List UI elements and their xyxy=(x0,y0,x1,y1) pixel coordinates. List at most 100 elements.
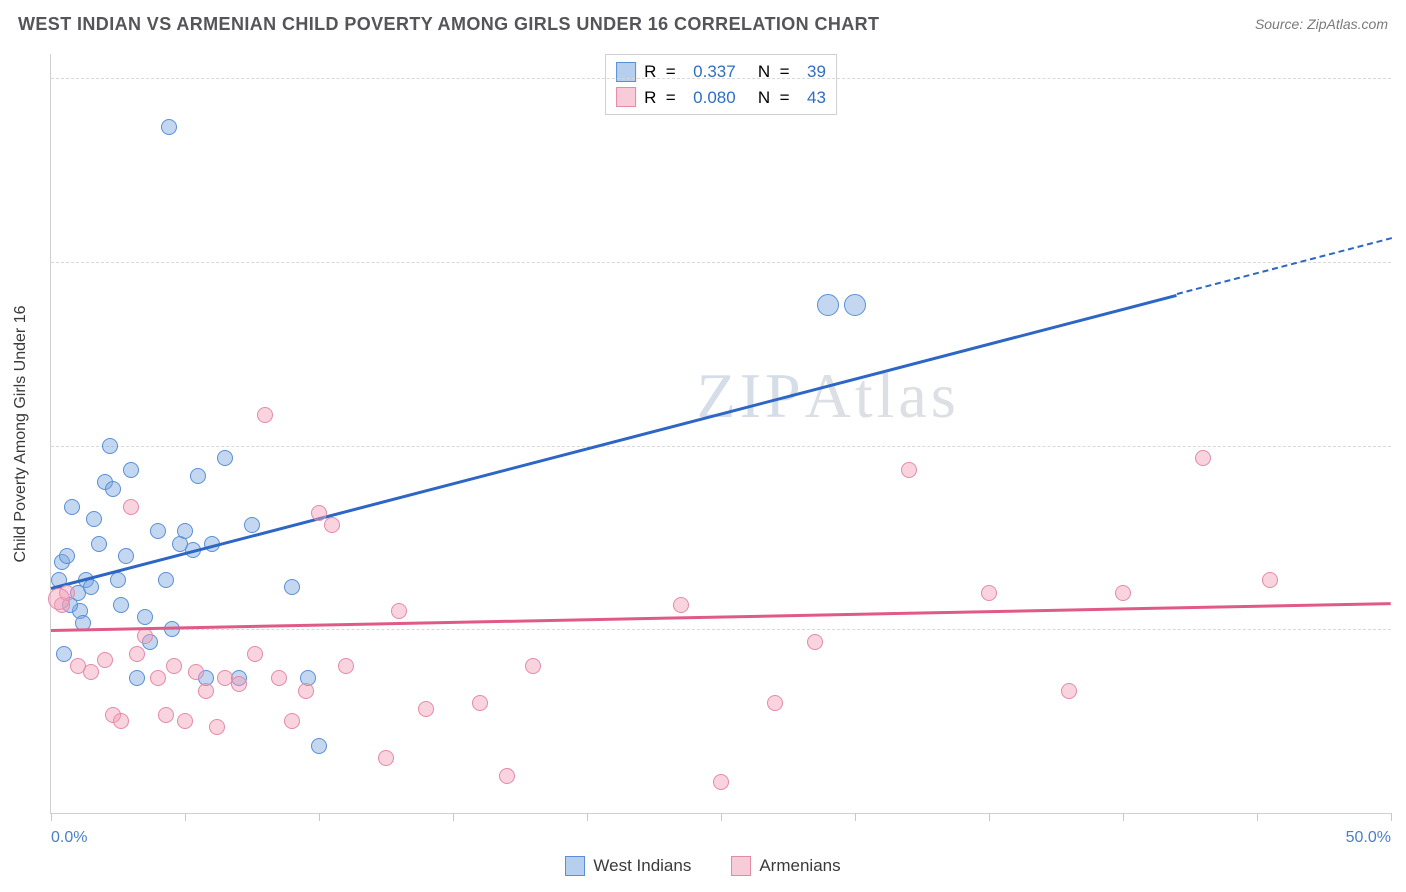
stat-r-label: R = xyxy=(644,59,685,85)
stats-row: R = 0.080 N = 43 xyxy=(616,85,826,111)
data-point xyxy=(1195,450,1211,466)
watermark: ZIPAtlas xyxy=(697,359,960,433)
data-point xyxy=(150,670,166,686)
x-tick-label: 50.0% xyxy=(1346,829,1391,847)
x-tick xyxy=(721,813,722,821)
data-point xyxy=(257,407,273,423)
data-point xyxy=(91,536,107,552)
legend-item: West Indians xyxy=(565,856,691,876)
data-point xyxy=(161,119,177,135)
x-tick xyxy=(453,813,454,821)
x-tick xyxy=(1123,813,1124,821)
data-point xyxy=(525,658,541,674)
data-point xyxy=(113,713,129,729)
data-point xyxy=(64,499,80,515)
data-point xyxy=(118,548,134,564)
stat-r-value: 0.337 xyxy=(693,59,736,85)
trend-line xyxy=(51,602,1391,632)
data-point xyxy=(231,676,247,692)
data-point xyxy=(48,588,70,610)
data-point xyxy=(97,652,113,668)
data-point xyxy=(113,597,129,613)
data-point xyxy=(311,505,327,521)
x-tick xyxy=(51,813,52,821)
plot-area: Child Poverty Among Girls Under 16 ZIPAt… xyxy=(50,54,1391,814)
stat-n-label: N = xyxy=(744,85,799,111)
data-point xyxy=(129,670,145,686)
stat-n-value: 39 xyxy=(807,59,826,85)
data-point xyxy=(166,658,182,674)
x-tick xyxy=(855,813,856,821)
grid-line xyxy=(51,262,1391,263)
data-point xyxy=(150,523,166,539)
title-bar: WEST INDIAN VS ARMENIAN CHILD POVERTY AM… xyxy=(0,0,1406,48)
legend-swatch xyxy=(565,856,585,876)
data-point xyxy=(807,634,823,650)
trend-line xyxy=(51,293,1177,589)
x-tick-label: 0.0% xyxy=(51,829,87,847)
data-point xyxy=(56,646,72,662)
y-axis-label: Child Poverty Among Girls Under 16 xyxy=(12,305,30,562)
stat-n-value: 43 xyxy=(807,85,826,111)
data-point xyxy=(59,548,75,564)
x-tick xyxy=(185,813,186,821)
data-point xyxy=(137,609,153,625)
data-point xyxy=(1262,572,1278,588)
x-tick xyxy=(319,813,320,821)
data-point xyxy=(673,597,689,613)
stats-row: R = 0.337 N = 39 xyxy=(616,59,826,85)
data-point xyxy=(817,294,839,316)
data-point xyxy=(188,664,204,680)
data-point xyxy=(298,683,314,699)
data-point xyxy=(713,774,729,790)
data-point xyxy=(123,499,139,515)
x-tick xyxy=(1257,813,1258,821)
data-point xyxy=(190,468,206,484)
y-tick-label: 15.0% xyxy=(1399,620,1406,638)
data-point xyxy=(177,523,193,539)
data-point xyxy=(1061,683,1077,699)
stat-r-label: R = xyxy=(644,85,685,111)
data-point xyxy=(271,670,287,686)
legend-item: Armenians xyxy=(731,856,840,876)
data-point xyxy=(418,701,434,717)
data-point xyxy=(129,646,145,662)
x-tick xyxy=(587,813,588,821)
legend-label: West Indians xyxy=(593,856,691,876)
trend-line xyxy=(1176,238,1391,296)
stats-box: R = 0.337 N = 39R = 0.080 N = 43 xyxy=(605,54,837,115)
data-point xyxy=(198,683,214,699)
data-point xyxy=(767,695,783,711)
y-tick-label: 60.0% xyxy=(1399,69,1406,87)
series-swatch xyxy=(616,87,636,107)
legend: West Indians Armenians xyxy=(0,856,1406,876)
data-point xyxy=(110,572,126,588)
data-point xyxy=(244,517,260,533)
data-point xyxy=(284,579,300,595)
legend-swatch xyxy=(731,856,751,876)
data-point xyxy=(324,517,340,533)
data-point xyxy=(102,438,118,454)
chart-title: WEST INDIAN VS ARMENIAN CHILD POVERTY AM… xyxy=(18,14,879,35)
data-point xyxy=(177,713,193,729)
data-point xyxy=(123,462,139,478)
x-tick xyxy=(989,813,990,821)
data-point xyxy=(378,750,394,766)
data-point xyxy=(247,646,263,662)
grid-line xyxy=(51,78,1391,79)
data-point xyxy=(499,768,515,784)
data-point xyxy=(217,450,233,466)
data-point xyxy=(158,707,174,723)
data-point xyxy=(1115,585,1131,601)
stat-n-label: N = xyxy=(744,59,799,85)
y-tick-label: 30.0% xyxy=(1399,437,1406,455)
data-point xyxy=(981,585,997,601)
legend-label: Armenians xyxy=(759,856,840,876)
data-point xyxy=(311,738,327,754)
data-point xyxy=(338,658,354,674)
grid-line xyxy=(51,446,1391,447)
x-tick xyxy=(1391,813,1392,821)
data-point xyxy=(472,695,488,711)
y-tick-label: 45.0% xyxy=(1399,253,1406,271)
data-point xyxy=(209,719,225,735)
